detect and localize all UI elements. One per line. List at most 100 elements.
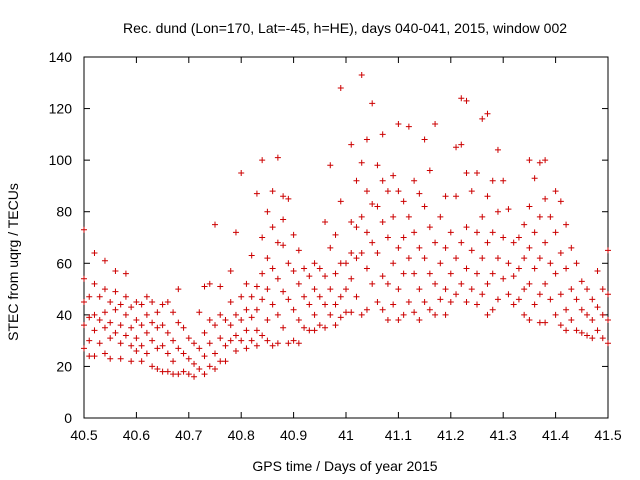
data-point: [510, 301, 517, 308]
data-point: [552, 188, 559, 195]
data-point: [280, 216, 287, 223]
data-point: [526, 203, 533, 210]
data-point: [505, 206, 512, 213]
data-point: [337, 260, 344, 267]
data-point: [264, 208, 271, 215]
data-point: [390, 301, 397, 308]
data-point: [526, 280, 533, 287]
data-point: [521, 255, 528, 262]
data-point: [510, 239, 517, 246]
data-point: [180, 350, 187, 357]
data-point: [128, 358, 135, 365]
data-point: [395, 286, 402, 293]
data-point: [280, 324, 287, 331]
data-point: [547, 213, 554, 220]
data-point: [264, 337, 271, 344]
data-point: [369, 239, 376, 246]
data-point: [175, 286, 182, 293]
data-point: [416, 244, 423, 251]
data-point: [353, 177, 360, 184]
data-point: [474, 170, 480, 177]
data-point: [552, 311, 559, 318]
data-point: [463, 224, 470, 231]
data-point: [568, 286, 575, 293]
data-point: [227, 298, 234, 305]
data-point: [201, 371, 208, 378]
data-point: [290, 268, 297, 275]
data-point: [421, 203, 428, 210]
data-point: [337, 84, 344, 91]
data-point: [101, 286, 108, 293]
data-point: [212, 322, 218, 329]
data-point: [463, 170, 470, 177]
data-point: [154, 309, 161, 316]
data-point: [515, 265, 522, 272]
data-point: [442, 286, 449, 293]
data-point: [468, 286, 475, 293]
data-point: [107, 355, 114, 362]
data-point: [212, 221, 218, 228]
x-tick-label: 40.7: [175, 427, 202, 443]
data-point: [149, 298, 156, 305]
data-point: [264, 255, 271, 262]
data-point: [484, 110, 491, 117]
data-point: [280, 242, 287, 249]
data-point: [458, 95, 465, 102]
y-tick-label: 120: [49, 101, 73, 117]
data-point: [405, 255, 412, 262]
x-tick-label: 41.4: [542, 427, 569, 443]
data-point: [542, 195, 549, 202]
data-point: [232, 347, 239, 354]
data-point: [301, 265, 308, 272]
data-point: [536, 319, 543, 326]
x-tick-label: 41.1: [385, 427, 412, 443]
data-point: [311, 327, 318, 334]
data-point: [311, 311, 318, 318]
data-point: [259, 270, 266, 277]
data-point: [578, 278, 585, 285]
data-point: [374, 249, 381, 256]
data-point: [290, 337, 297, 344]
data-point: [128, 324, 135, 331]
data-point: [259, 157, 266, 164]
data-point: [494, 296, 501, 303]
data-point: [332, 301, 339, 308]
data-point: [563, 221, 570, 228]
data-point: [390, 213, 397, 220]
data-point: [201, 329, 208, 336]
data-point: [458, 239, 465, 246]
data-point: [573, 296, 580, 303]
data-point: [447, 229, 454, 236]
data-point: [159, 342, 166, 349]
data-point: [358, 213, 365, 220]
data-point: [185, 355, 192, 362]
data-point: [170, 309, 177, 316]
data-point: [494, 208, 501, 215]
data-point: [348, 309, 355, 316]
data-point: [589, 296, 596, 303]
data-point: [301, 324, 308, 331]
y-tick-label: 80: [56, 204, 72, 220]
data-point: [164, 350, 171, 357]
data-point: [232, 229, 239, 236]
x-tick-label: 41.5: [594, 427, 621, 443]
data-point: [170, 371, 177, 378]
data-point: [526, 244, 533, 251]
data-point: [343, 309, 349, 316]
data-point: [138, 358, 145, 365]
data-point: [180, 324, 187, 331]
data-point: [453, 291, 460, 298]
data-point: [484, 239, 491, 246]
data-point: [301, 293, 308, 300]
data-point: [238, 170, 245, 177]
data-point: [369, 100, 376, 107]
data-point: [526, 317, 533, 324]
data-point: [180, 368, 187, 375]
data-point: [269, 188, 276, 195]
data-point: [222, 342, 229, 349]
data-point: [96, 340, 103, 347]
data-point: [369, 200, 376, 207]
data-point: [363, 306, 370, 313]
data-point: [259, 296, 266, 303]
data-point: [536, 213, 543, 220]
